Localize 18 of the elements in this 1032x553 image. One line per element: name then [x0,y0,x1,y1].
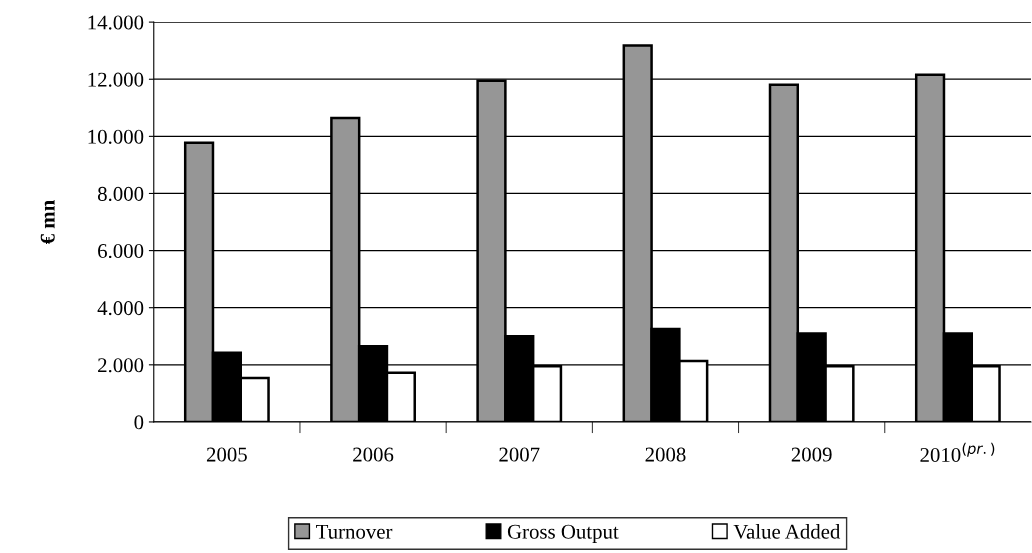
y-tick-label: 2.000 [98,358,144,373]
x-tick-label: 2007 [499,447,540,462]
y-tick-label: 0 [134,415,144,430]
y-tick-label: 8.000 [97,186,144,201]
x-tick-label: 2006 [353,447,394,462]
x-tick-label: 2008 [645,447,686,462]
legend-label: Value Added [733,524,841,539]
x-tick-label: 2010$^{(pr.)}$ [920,442,995,462]
x-tick-label: 2009 [791,447,832,462]
y-tick-label: 4.000 [97,301,144,316]
legend-label: Turnover [316,524,393,539]
x-tick-label: 2005 [206,447,247,462]
y-tick-label: 14.000 [88,15,144,30]
legend-label: Gross Output [507,524,619,543]
y-tick-label: 6.000 [98,243,144,259]
y-tick-label: 10.000 [88,129,144,144]
y-axis-title: € mn [40,200,55,245]
y-tick-label: 12.000 [88,72,144,87]
